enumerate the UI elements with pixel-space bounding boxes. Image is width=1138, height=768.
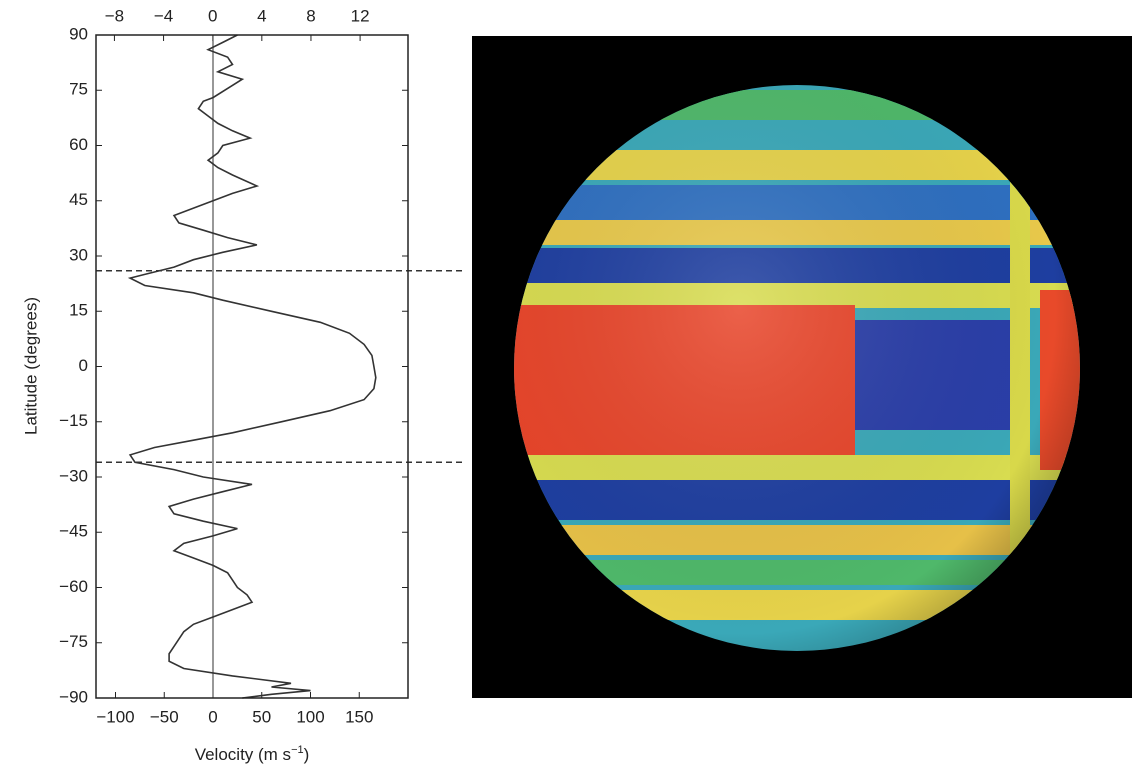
y-axis-label: Latitude (degrees)	[21, 297, 40, 435]
y-tick-label: −45	[59, 522, 88, 541]
x2-tick-label: −8	[105, 6, 124, 25]
y-tick-label: 90	[69, 24, 88, 43]
x-tick-label: −100	[96, 707, 134, 726]
x2-tick-label: −4	[154, 6, 173, 25]
x2-tick-label: 12	[351, 6, 370, 25]
y-tick-label: −90	[59, 687, 88, 706]
x-axis-label-sup: −1	[291, 744, 304, 756]
plot-frame	[95, 34, 409, 699]
x-tick-label: 150	[345, 707, 373, 726]
x2-tick-label: 4	[257, 6, 266, 25]
y-tick-label: 30	[69, 245, 88, 264]
x-tick-label: 100	[296, 707, 324, 726]
x-axis-label-end: )	[304, 745, 310, 764]
x-tick-label: 50	[252, 707, 271, 726]
x2-tick-label: 0	[208, 6, 217, 25]
y-tick-label: −15	[59, 411, 88, 430]
y-tick-label: −30	[59, 466, 88, 485]
x-axis-label: Velocity (m s−1)	[195, 744, 310, 765]
y-tick-label: 75	[69, 80, 88, 99]
velocity-profile	[127, 34, 377, 699]
y-tick-label: −75	[59, 632, 88, 651]
x2-tick-label: 8	[306, 6, 315, 25]
sphere-image	[472, 36, 1132, 698]
y-tick-label: 45	[69, 190, 88, 209]
x-tick-label: −50	[150, 707, 179, 726]
y-tick-label: 60	[69, 135, 88, 154]
y-tick-label: −60	[59, 577, 88, 596]
x-tick-label: 0	[208, 707, 217, 726]
y-tick-label: 15	[69, 301, 88, 320]
x-axis-label-text: Velocity (m s	[195, 745, 291, 764]
y-tick-label: 0	[79, 356, 88, 375]
